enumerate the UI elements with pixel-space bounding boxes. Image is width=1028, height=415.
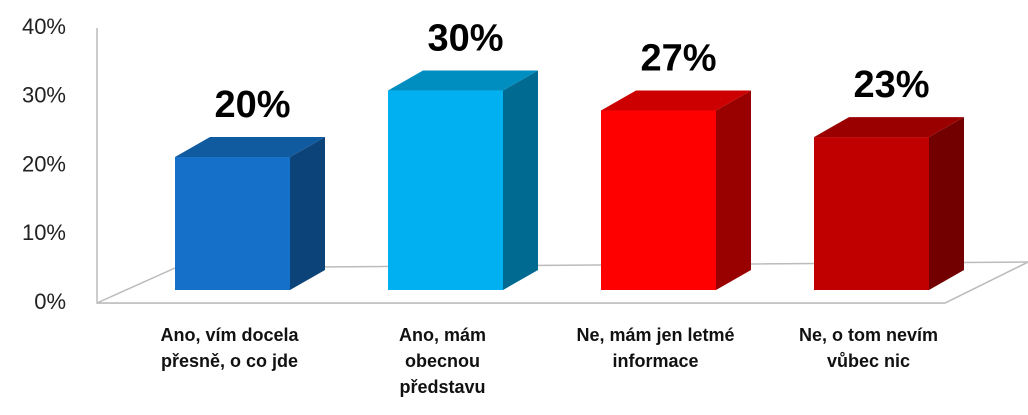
value-label: 30% [427,18,503,60]
bar-top [814,117,964,138]
y-tick-label: 20% [22,151,66,176]
y-tick-label: 0% [34,289,66,314]
bar-top [601,90,751,111]
bar-top [388,70,538,91]
y-tick-label: 10% [22,220,66,245]
value-label: 27% [640,38,716,80]
bar [388,90,503,290]
floor [96,261,1028,304]
bar-side [716,90,751,290]
bar-top [175,137,325,158]
bar [814,137,929,290]
bar-side [503,70,538,290]
bar-side [929,117,964,290]
bar [601,110,716,290]
x-tick-label: Ano, vím docela přesně, o co jde [160,325,299,371]
x-tick-label: Ne, o tom nevím vůbec nic [798,325,939,371]
y-tick-label: 40% [22,14,66,39]
bar [175,157,290,290]
value-label: 23% [853,64,929,106]
bar-side [290,137,325,290]
x-tick-label: Ne, mám jen letmé informace [576,325,735,371]
x-tick-label: Ano, mám obecnou představu [398,325,486,397]
y-tick-label: 30% [22,83,66,108]
value-label: 20% [214,84,290,126]
